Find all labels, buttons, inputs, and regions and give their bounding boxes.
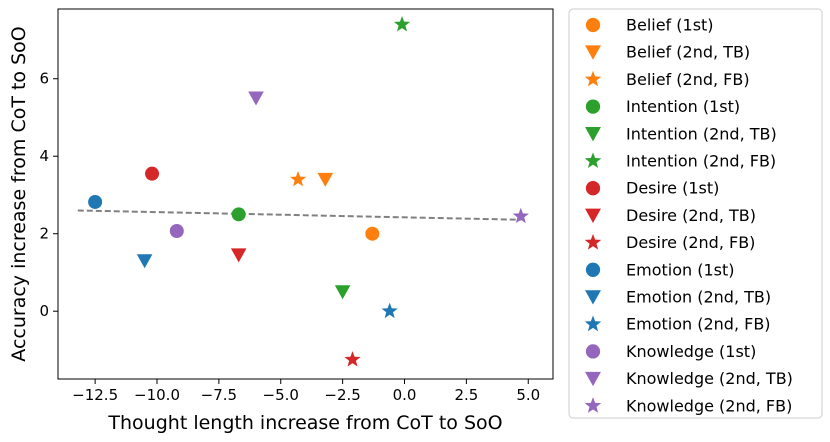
y-tick-label: 4: [39, 147, 49, 165]
x-tick-label: −12.5: [72, 386, 118, 404]
point-intention-2nd-fb: [393, 16, 411, 32]
legend-label: Belief (2nd, FB): [626, 70, 750, 89]
y-tick-label: 0: [39, 302, 49, 320]
legend-marker-belief-2nd-tb: [585, 45, 601, 60]
legend-label: Knowledge (2nd, FB): [626, 396, 792, 415]
point-intention-1st: [231, 207, 246, 222]
point-desire-1st: [145, 166, 160, 181]
legend-marker-emotion-2nd-fb: [584, 315, 602, 332]
legend-marker-belief-2nd-fb: [584, 70, 602, 87]
legend-label: Intention (2nd, TB): [626, 124, 777, 143]
y-tick-label: 6: [39, 70, 49, 88]
point-emotion-1st: [88, 194, 103, 209]
x-tick-label: 0.0: [393, 386, 417, 404]
x-tick-label: 5.0: [516, 386, 540, 404]
legend-marker-intention-2nd-tb: [585, 127, 601, 142]
x-tick-label: −10.0: [134, 386, 180, 404]
legend-marker-belief-1st: [585, 17, 601, 33]
legend-label: Knowledge (1st): [626, 342, 756, 361]
legend-label: Intention (2nd, FB): [626, 152, 776, 171]
trend-line: [77, 209, 521, 221]
point-belief-1st: [365, 226, 380, 241]
legend-marker-desire-2nd-fb: [584, 233, 602, 250]
legend-marker-intention-2nd-fb: [584, 152, 602, 169]
legend-marker-knowledge-2nd-tb: [585, 371, 601, 387]
point-desire-2nd-fb: [344, 351, 361, 367]
x-tick-label: 2.5: [454, 386, 478, 404]
legend-marker-intention-1st: [585, 99, 601, 114]
y-axis-label: Accuracy increase from CoT to SoO: [8, 26, 30, 361]
point-belief-2nd-tb: [317, 172, 334, 187]
legend-label: Desire (2nd, TB): [626, 206, 756, 225]
x-axis-label: Thought length increase from CoT to SoO: [107, 412, 502, 434]
legend-label: Emotion (1st): [626, 260, 735, 279]
x-tick-label: −2.5: [324, 386, 360, 404]
point-intention-2nd-tb: [334, 285, 351, 300]
point-desire-2nd-tb: [230, 248, 247, 263]
legend-marker-knowledge-2nd-fb: [584, 397, 602, 413]
point-belief-2nd-fb: [289, 170, 307, 187]
legend-marker-emotion-2nd-tb: [585, 290, 601, 305]
legend-marker-desire-1st: [585, 181, 601, 196]
legend-label: Belief (1st): [626, 16, 714, 35]
legend-marker-emotion-1st: [585, 262, 601, 277]
legend-label: Emotion (2nd, TB): [626, 288, 771, 307]
legend-label: Belief (2nd, TB): [626, 43, 750, 62]
point-knowledge-1st: [169, 224, 184, 238]
x-tick-label: −5.0: [263, 386, 299, 404]
legend-marker-desire-2nd-tb: [585, 208, 601, 223]
legend-label: Knowledge (2nd, TB): [626, 369, 793, 388]
legend-label: Emotion (2nd, FB): [626, 315, 771, 334]
x-tick-label: −7.5: [201, 386, 237, 404]
point-emotion-2nd-fb: [381, 302, 398, 319]
axes-layer: −12.5 −10.0 −7.5 −5.0 −2.5 0.0 2.5 5.0 0 2 4 6: [39, 70, 540, 404]
point-knowledge-2nd-tb: [248, 91, 264, 106]
legend-label: Desire (2nd, FB): [626, 233, 755, 252]
point-emotion-2nd-tb: [136, 254, 153, 269]
legend-label: Intention (1st): [626, 97, 740, 116]
y-tick-label: 2: [39, 225, 49, 243]
legend-label: Desire (1st): [626, 179, 719, 198]
legend-marker-knowledge-1st: [585, 344, 601, 359]
plot-area-frame: [57, 8, 554, 380]
plot-layer: [77, 16, 529, 367]
point-knowledge-2nd-fb: [512, 207, 529, 224]
legend-frame: [568, 8, 823, 419]
legend: Belief (1st) Belief (2nd, TB) Belief (2nd,…: [568, 8, 823, 419]
